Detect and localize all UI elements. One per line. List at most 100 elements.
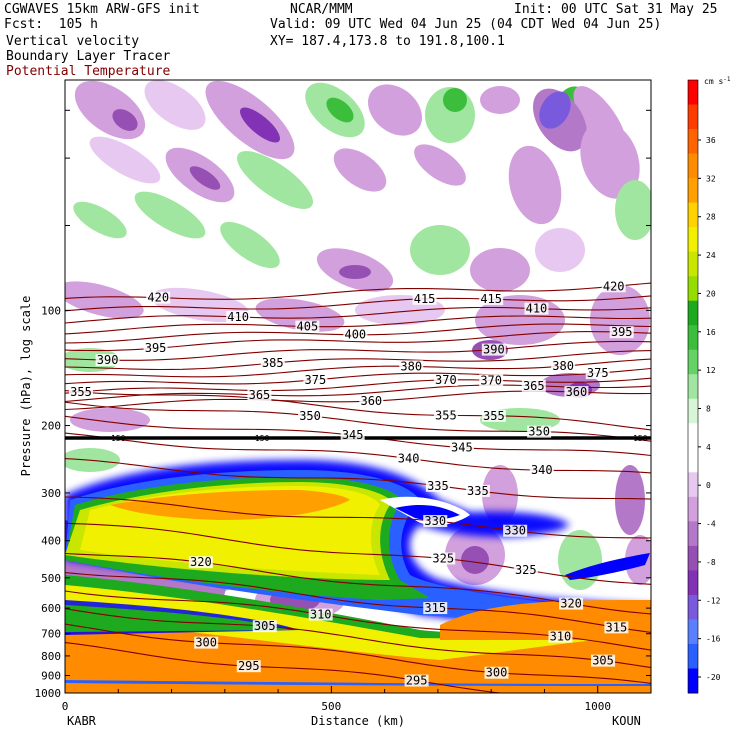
colorbar-tick-label: -20	[706, 673, 721, 682]
theta-label-bg	[479, 293, 504, 306]
theta-label: 315	[424, 601, 446, 615]
theta-label: 330	[424, 514, 446, 528]
colorbar-swatch	[688, 619, 698, 645]
theta-label-bg	[604, 621, 629, 634]
theta-line-325	[65, 522, 651, 585]
colorbar-swatch	[688, 104, 698, 130]
theta-label: 420	[603, 279, 625, 293]
theta-line-370	[65, 377, 651, 394]
theta-label: 340	[398, 452, 420, 466]
theta-label: 335	[467, 484, 489, 498]
y-tick-label: 500	[41, 572, 61, 585]
theta-line-360	[65, 390, 651, 411]
colorbar-swatch	[688, 472, 698, 498]
theta-label: 295	[406, 674, 428, 688]
colorbar-tick-label: 16	[706, 328, 716, 337]
colorbar-tick-label: 0	[706, 481, 711, 490]
theta-label-bg	[423, 602, 448, 615]
theta-label: 350	[528, 425, 550, 439]
init-time: Init: 00 UTC Sat 31 May 25	[514, 2, 718, 17]
colorbar-swatch	[688, 227, 698, 253]
colorbar-swatch	[688, 668, 698, 694]
tropopause-label: 150	[633, 434, 648, 443]
y-tick-label: 1000	[35, 687, 62, 700]
center-label: NCAR/MMM	[290, 2, 353, 17]
colorbar-swatch	[688, 447, 698, 473]
theta-label: 310	[310, 608, 332, 622]
y-tick-label: 600	[41, 602, 61, 615]
theta-label: 420	[147, 291, 169, 305]
theta-line-305	[65, 608, 651, 669]
theta-label: 335	[427, 479, 449, 493]
colorbar-swatch	[688, 153, 698, 179]
theta-line-390	[65, 340, 651, 361]
theta-label: 380	[552, 359, 574, 373]
theta-label-bg	[236, 660, 261, 673]
theta-label: 380	[400, 359, 422, 373]
theta-label-bg	[431, 552, 456, 565]
theta-label-bg	[404, 674, 429, 687]
colorbar-tick-label: -12	[706, 596, 721, 605]
theta-label: 320	[560, 597, 582, 611]
colorbar-tick-label: -16	[706, 635, 721, 644]
theta-label: 365	[523, 379, 545, 393]
y-tick-label: 200	[41, 420, 61, 433]
colorbar-tick-label: 4	[706, 443, 711, 452]
colorbar-frame	[687, 79, 699, 694]
colorbar-tick-label: 12	[706, 366, 716, 375]
colorbar-swatch	[688, 496, 698, 522]
colorbar-units: cm s-1	[704, 76, 731, 86]
theta-label: 390	[483, 343, 505, 357]
theta-line-410	[65, 306, 651, 324]
theta-line-405	[65, 315, 651, 335]
y-tick-label: 400	[41, 535, 61, 548]
theta-label: 345	[451, 441, 473, 455]
forecast-hour: Fcst: 105 h	[4, 17, 98, 32]
theta-label-bg	[585, 367, 610, 380]
x-tick-label: 1000	[584, 700, 611, 713]
colorbar-swatch	[688, 300, 698, 326]
theta-label-bg	[564, 386, 589, 399]
theta-label: 415	[414, 292, 436, 306]
theta-label-bg	[303, 373, 328, 386]
theta-label-bg	[343, 328, 368, 341]
theta-label: 340	[531, 463, 553, 477]
theta-label: 365	[249, 388, 271, 402]
theta-label: 360	[360, 394, 382, 408]
colorbar-tick-label: 20	[706, 289, 716, 298]
theta-label: 410	[526, 302, 548, 316]
theta-label: 355	[435, 408, 457, 422]
theta-label-bg	[399, 360, 424, 373]
theta-line-300	[65, 623, 651, 684]
theta-label: 395	[145, 341, 167, 355]
x-endpoint-right: KOUN	[612, 714, 641, 728]
boundary-layer-tracer	[65, 460, 651, 693]
tropopause-labels: 150 150 150	[111, 434, 648, 443]
colorbar-swatch	[688, 349, 698, 375]
theta-label: 390	[97, 353, 119, 367]
theta-label-bg	[359, 395, 384, 408]
theta-label-bg	[252, 620, 277, 633]
theta-label: 300	[195, 636, 217, 650]
theta-label-bg	[503, 524, 528, 537]
theta-label: 305	[254, 619, 276, 633]
theta-label-bg	[396, 452, 421, 465]
colorbar-tick-label: 32	[706, 174, 716, 183]
theta-label: 325	[515, 563, 537, 577]
y-tick-label: 300	[41, 487, 61, 500]
theta-label-bg	[95, 354, 120, 367]
colorbar-swatch	[688, 202, 698, 228]
theta-label: 400	[344, 328, 366, 342]
theta-label-bg	[260, 357, 285, 370]
theta-label-bg	[247, 388, 272, 401]
theta-label: 360	[566, 385, 588, 399]
theta-label: 415	[480, 292, 502, 306]
valid-time: Valid: 09 UTC Wed 04 Jun 25 (04 CDT Wed …	[270, 17, 662, 32]
theta-label-bg	[609, 326, 634, 339]
tropopause-label: 150	[111, 434, 126, 443]
y-tick-label: 900	[41, 669, 61, 682]
x-axis-label: Distance (km)	[311, 714, 405, 728]
theta-label-bg	[548, 630, 573, 643]
model-title: CGWAVES 15km ARW-GFS init	[4, 2, 200, 17]
theta-label: 320	[190, 555, 212, 569]
